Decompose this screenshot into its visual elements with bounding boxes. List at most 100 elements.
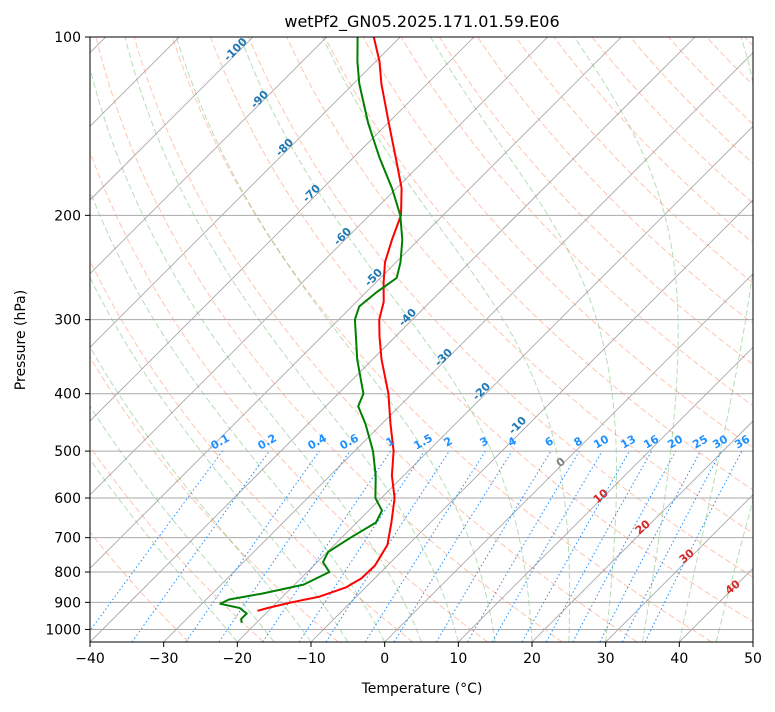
isotherm-line: [0, 37, 400, 642]
adiabat-label: 10: [591, 486, 611, 506]
adiabat-label: 40: [723, 577, 743, 597]
isotherm-line: [237, 37, 775, 642]
isobars: [90, 37, 753, 629]
x-tick-label: 50: [744, 651, 762, 667]
isotherm-label: -90: [248, 88, 271, 111]
y-tick-label: 100: [54, 30, 81, 46]
mixing-ratio-line: [573, 451, 676, 642]
mixing-ratio-line: [82, 451, 223, 642]
mixing-ratio-label: 30: [710, 432, 730, 451]
y-tick-label: 900: [54, 595, 81, 611]
isotherm-line: [0, 37, 474, 642]
moist-adiabat-line: [0, 37, 237, 642]
isotherms: [0, 37, 775, 642]
mixing-ratio-line: [263, 451, 391, 642]
dry-adiabat-line: [58, 37, 488, 642]
isotherm-label: -40: [396, 306, 419, 329]
adiabat-label: 30: [677, 546, 697, 566]
adiabat-label: 20: [633, 517, 653, 537]
x-tick-label: −20: [223, 651, 253, 667]
plot-area: -100 -90 -80-70 -60 -50 -40 -30 -20 -10 0.1 0.2 0.4…: [0, 35, 775, 642]
isotherm-label: -20: [470, 380, 493, 403]
isotherm-labels: -100 -90 -80-70 -60 -50 -40 -30 -20 -10: [221, 35, 529, 437]
y-axis-label: Pressure (hPa): [13, 290, 29, 390]
dry-adiabat-line: [0, 37, 338, 642]
mixing-ratio-line: [522, 451, 629, 642]
x-tick-label: 30: [597, 651, 615, 667]
mixing-ratio-line: [468, 451, 580, 642]
isotherm-line: [0, 37, 253, 642]
moist-adiabat-line: [17, 37, 348, 642]
y-tick-label: 300: [54, 313, 81, 329]
moist-adiabat-line: [323, 37, 570, 642]
x-tick-label: −30: [149, 651, 179, 667]
dry-adiabat-line: [707, 37, 775, 642]
y-tick-label: 400: [54, 387, 81, 403]
isotherm-line: [90, 37, 695, 642]
adiabat-label: 0: [554, 455, 568, 470]
isotherm-line: [753, 37, 775, 642]
y-tick-label: 500: [54, 444, 81, 460]
isotherm-line: [0, 37, 327, 642]
mixing-ratio-label: 4: [506, 434, 519, 449]
moist-adiabat-line: [176, 37, 495, 642]
mixing-ratio-label: 0.4: [306, 431, 330, 452]
mixing-ratio-label: 0.1: [209, 431, 232, 452]
plot-clip-group: -100 -90 -80-70 -60 -50 -40 -30 -20 -10 0.1 0.2 0.4…: [0, 35, 775, 642]
moist-adiabat-line: [0, 37, 311, 642]
isotherm-line: [679, 37, 775, 642]
mixing-ratio-label: 1.5: [412, 431, 435, 452]
moist-adiabats: [0, 37, 775, 642]
y-tick-label: 200: [54, 208, 81, 224]
mixing-ratio-label: 16: [641, 432, 661, 451]
dry-adiabats: [0, 37, 775, 642]
mixing-ratio-label: 1: [384, 434, 397, 449]
isotherm-line: [458, 37, 775, 642]
x-tick-label: 20: [523, 651, 541, 667]
mixing-ratio-label: 10: [591, 432, 611, 451]
isotherm-label: -100: [221, 35, 250, 64]
dry-adiabat-line: [745, 37, 775, 642]
isotherm-label: -60: [331, 225, 354, 248]
isotherm-label: -70: [300, 182, 323, 205]
mixing-ratio-line: [299, 451, 424, 642]
mixing-ratio-label: 0.2: [256, 431, 279, 452]
isotherm-label: -80: [273, 136, 296, 159]
x-tick-label: 40: [670, 651, 688, 667]
moist-adiabat-line: [716, 37, 775, 642]
x-tick-label: −40: [75, 651, 105, 667]
moist-adiabat-line: [240, 37, 532, 642]
y-tick-label: 700: [54, 531, 81, 547]
mixing-ratio-label: 8: [572, 434, 585, 449]
mixing-ratio-label: 20: [665, 432, 685, 451]
x-tick-label: −10: [296, 651, 326, 667]
y-tick-label: 600: [54, 491, 81, 507]
moist-adiabat-line: [0, 37, 274, 642]
mixing-ratio-label: 3: [478, 434, 491, 449]
x-axis-label: Temperature (°C): [361, 681, 483, 697]
dry-adiabat-line: [20, 37, 413, 642]
plot-frame: [90, 37, 753, 642]
mixing-ratio-label: 0.6: [338, 431, 362, 452]
x-tick-label: 10: [449, 651, 467, 667]
chart-title: wetPf2_GN05.2025.171.01.59.E06: [284, 12, 559, 32]
mixing-ratio-label: 2: [442, 434, 455, 449]
mixing-ratio-line: [436, 451, 551, 642]
y-tick-label: 800: [54, 565, 81, 581]
isotherm-label: -10: [506, 414, 529, 437]
red-labels: 0 10 20 30 40: [554, 455, 743, 598]
dry-adiabat-line: [134, 37, 637, 642]
mixing-ratio-label: 13: [618, 433, 638, 452]
y-tick-label: 1000: [45, 622, 81, 638]
dry-adiabat-line: [0, 37, 264, 642]
isotherm-line: [0, 37, 548, 642]
x-tick-label: 0: [380, 651, 389, 667]
mixing-ratio-line: [326, 451, 449, 642]
isotherm-line: [164, 37, 769, 642]
isotherm-label: -30: [432, 346, 455, 369]
isotherm-label: -50: [362, 266, 385, 289]
moist-adiabat-line: [575, 37, 679, 642]
moist-adiabat-line: [125, 37, 458, 642]
